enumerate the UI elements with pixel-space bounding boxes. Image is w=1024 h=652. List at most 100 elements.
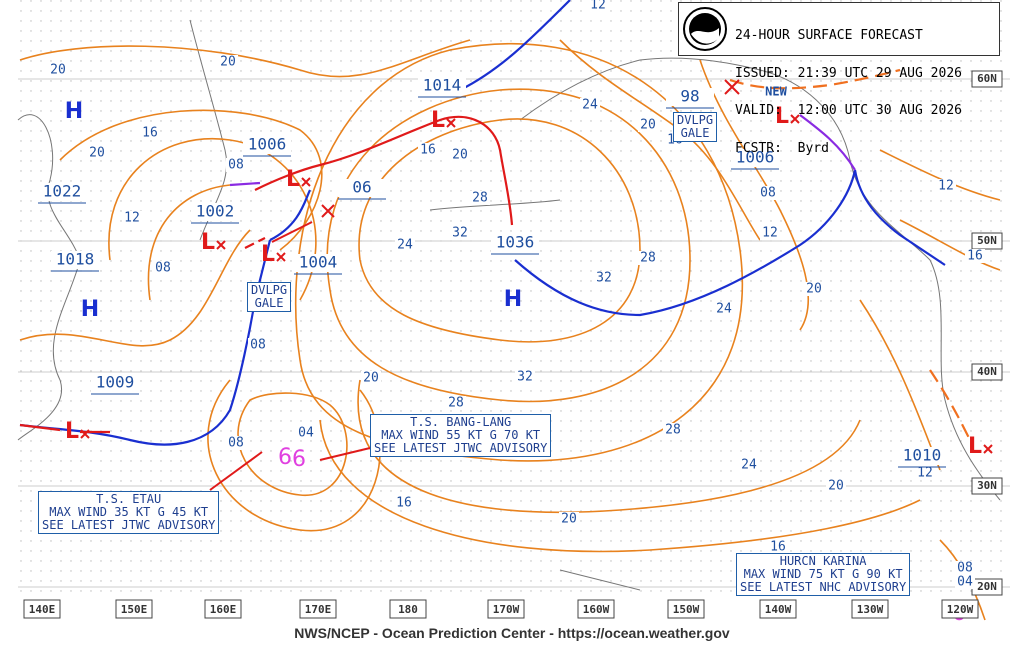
isobar-label: 24 [741,458,757,473]
pressure-value: 1004 [299,253,338,272]
isobar-label-bg [804,282,824,296]
low-center: L [775,104,789,129]
isobar-label-bg [758,186,778,200]
isobar-label-bg [559,512,579,526]
annotation-line: HURCN KARINA [779,554,867,568]
isobar-label-bg [588,0,608,12]
low-x [446,118,456,128]
isobar-label-bg [394,496,414,510]
lon-label-box [23,599,61,619]
isobar-label: 20 [220,55,236,70]
isobar-label-bg [739,458,759,472]
pressure-bg [731,149,779,167]
pressure-bg [191,203,239,221]
lat-label: 50N [977,234,997,247]
header-line: 24-HOUR SURFACE FORECAST [735,28,923,43]
isobar-label: 08 [228,158,244,173]
isobar-label: 12 [917,466,933,481]
isobar-label-bg [760,226,780,240]
lon-label: 140W [765,603,792,616]
isobar-label: 24 [582,98,598,113]
isobar-label: 20 [50,63,66,78]
high-center: H [504,287,522,312]
isobar-label-bg [87,146,107,160]
low-center: L [968,434,982,459]
high-center: H [81,297,99,322]
isobar-label-bg [515,370,535,384]
isobar-label-bg [418,143,438,157]
arrows [209,79,740,491]
lat-label-box [971,70,1003,88]
high-center: H [65,99,83,124]
lat-label-box [971,477,1003,495]
pressure-value: 06 [352,178,371,197]
lon-label: 170E [305,603,332,616]
isobar-label-bg [580,98,600,112]
isobar-label-bg [226,158,246,172]
isobar-label: 28 [665,423,681,438]
annotation-line: DVLPG [251,283,288,297]
annotation-line: SEE LATEST NHC ADVISORY [740,580,907,594]
annotation-line: T.S. BANG-LANG [410,415,512,429]
annotation-box: DVLPG GALE [247,282,292,312]
lon-label-box [667,599,705,619]
isobar-label: 16 [142,126,158,141]
isobar-label-bg [361,371,381,385]
pressure-bg [338,179,386,197]
lon-label: 140E [29,603,56,616]
pressure-value: 1010 [903,446,942,465]
isobar-label: 12 [124,211,140,226]
header-box: 24-HOUR SURFACE FORECAST ISSUED: 21:39 U… [678,2,1000,154]
isobar-label: 04 [298,426,314,441]
pressure-bg [491,234,539,252]
isobar-label-bg [826,479,846,493]
lat-label-box [971,232,1003,250]
pressure-value: 1006 [248,135,287,154]
lon-label: 180 [398,603,418,616]
pressure-value: 1018 [56,250,95,269]
isobar-label-bg [594,271,614,285]
isobar-label: 16 [967,249,983,264]
isobar-label: 08 [155,261,171,276]
isobar-label: 32 [517,370,533,385]
low-center: L [65,419,79,444]
lon-label: 170W [493,603,520,616]
low-center: L [431,108,445,133]
annotation-box: HURCN KARINA MAX WIND 75 KT G 90 KT SEE LA… [736,553,911,596]
header-line: VALID: 12:00 UTC 30 AUG 2026 [735,103,962,118]
noaa-logo [683,7,727,51]
isobar-label-bg [153,261,173,275]
isobar-label: 20 [363,371,379,386]
isobars [19,39,1001,621]
isobar-label-bg [450,226,470,240]
lon-label: 150W [673,603,700,616]
isobar-label-bg [714,302,734,316]
annotation-line: GALE [254,296,284,310]
fronts [19,0,971,446]
isobar-label: 20 [561,512,577,527]
new-label: NEW [765,85,787,99]
isobar-label: 04 [957,575,973,590]
annotation-line: T.S. ETAU [96,492,162,506]
pressure-value: 98 [680,87,699,106]
header-lines: 24-HOUR SURFACE FORECAST ISSUED: 21:39 U… [735,5,962,180]
low-x [790,114,800,124]
annotation-box: T.S. BANG-LANG MAX WIND 55 KT G 70 KT SEE … [370,414,552,457]
isobar-label: 28 [640,251,656,266]
isobar-label: 32 [596,271,612,286]
annotation-line: MAX WIND 75 KT G 90 KT [743,567,903,581]
isobar-label: 12 [590,0,606,13]
isobar-label: 16 [420,143,436,158]
isobar-label: 20 [828,479,844,494]
low-x [216,240,226,250]
isobar-label-bg [915,466,935,480]
isobar-label-bg [226,436,246,450]
lon-label: 160W [583,603,610,616]
lon-label-box [115,599,153,619]
lat-label: 20N [977,580,997,593]
annotation-line: DVLPG [677,113,714,127]
isobar-label: 08 [250,338,266,353]
isobar-label: 16 [770,540,786,555]
annotation-line: GALE [680,126,710,140]
